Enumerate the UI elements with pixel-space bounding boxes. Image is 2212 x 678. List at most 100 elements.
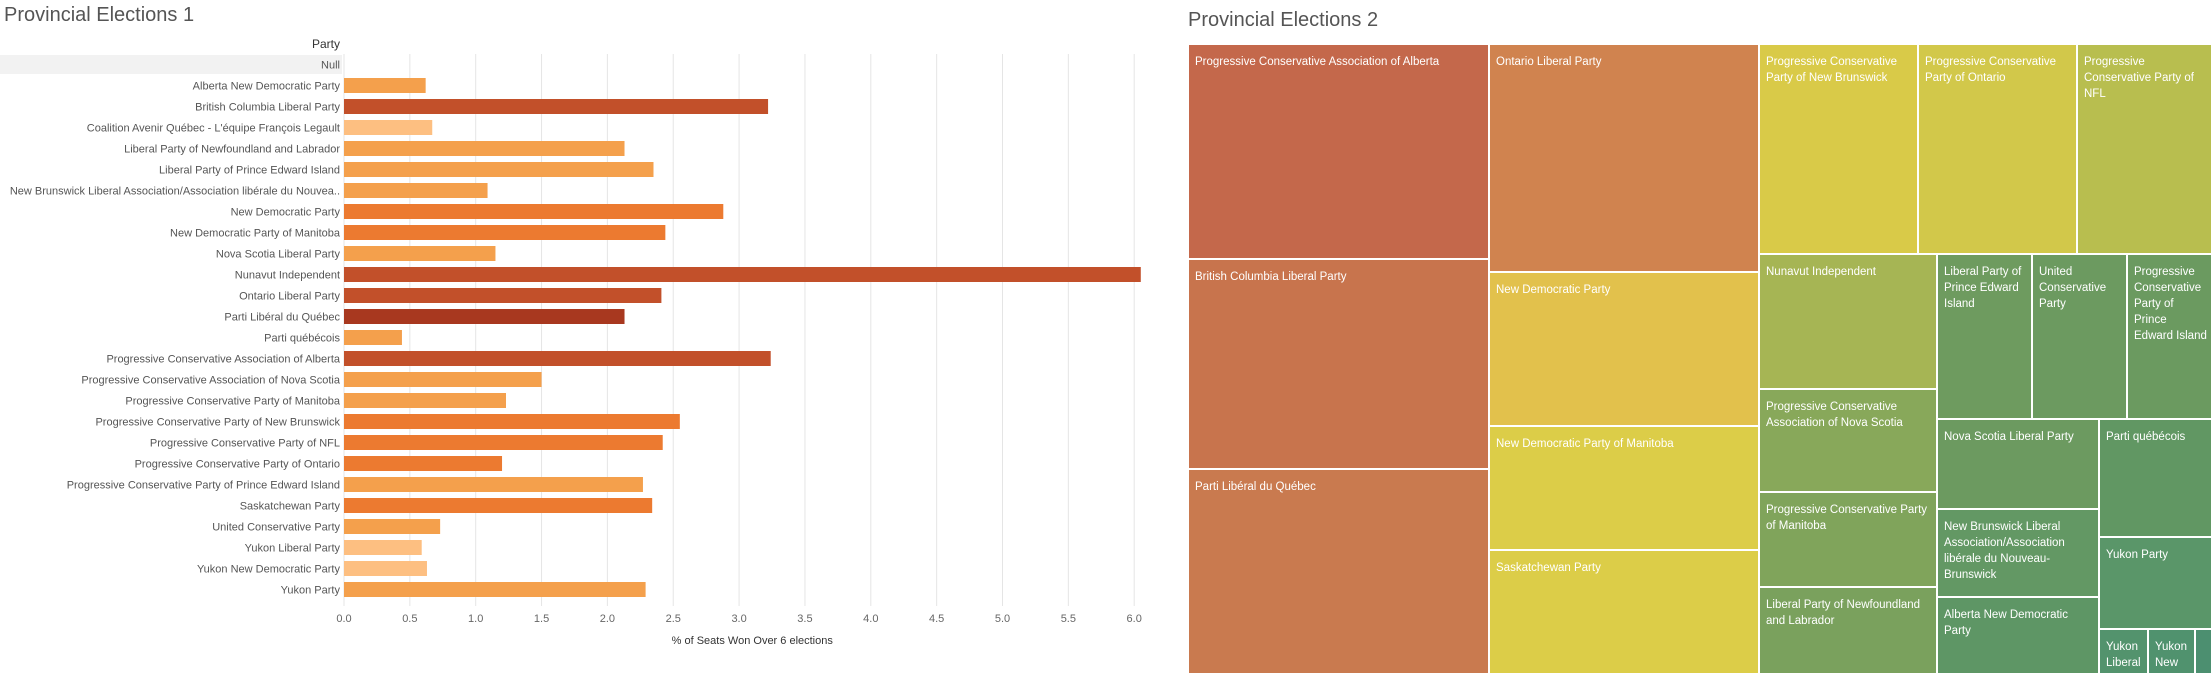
treemap-cell[interactable]: Progressive Conservative Association of … bbox=[1188, 44, 1489, 259]
bar[interactable] bbox=[344, 582, 646, 597]
sheet2-title: Provincial Elections 2 bbox=[1188, 9, 1379, 31]
treemap-cell[interactable]: Progressive Conservative Party of Manito… bbox=[1759, 492, 1937, 587]
bar[interactable] bbox=[344, 561, 427, 576]
bar[interactable] bbox=[344, 477, 643, 492]
category-label: Yukon Liberal Party bbox=[245, 543, 341, 555]
treemap-cell[interactable]: United Conservative Party bbox=[2032, 254, 2127, 419]
category-label: New Brunswick Liberal Association/Associ… bbox=[10, 186, 340, 198]
bar[interactable] bbox=[344, 414, 680, 429]
bar[interactable] bbox=[344, 141, 625, 156]
treemap-cell[interactable]: New Brunswick Liberal Association/Associ… bbox=[1937, 509, 2099, 597]
x-tick-label: 1.0 bbox=[468, 613, 483, 625]
treemap-cell[interactable]: Parti québécois bbox=[2099, 419, 2212, 537]
treemap-cell[interactable]: Yukon New bbox=[2148, 629, 2195, 674]
treemap-cell-label: Nunavut Independent bbox=[1766, 266, 1876, 278]
category-label: Liberal Party of Newfoundland and Labrad… bbox=[124, 144, 340, 156]
x-tick-label: 4.5 bbox=[929, 613, 944, 625]
treemap-chart[interactable]: Progressive Conservative Association of … bbox=[1188, 44, 2212, 674]
x-tick-label: 5.0 bbox=[995, 613, 1010, 625]
bar[interactable] bbox=[344, 393, 506, 408]
bar[interactable] bbox=[344, 540, 422, 555]
x-axis-title: % of Seats Won Over 6 elections bbox=[672, 635, 834, 644]
treemap-cell-label: Progressive Conservative Party of Ontari… bbox=[1925, 56, 2057, 84]
bar[interactable] bbox=[344, 246, 496, 261]
bar[interactable] bbox=[344, 456, 503, 471]
category-label: Progressive Conservative Association of … bbox=[106, 354, 340, 366]
x-tick-label: 6.0 bbox=[1127, 613, 1142, 625]
bar[interactable] bbox=[344, 309, 625, 324]
bar[interactable] bbox=[344, 351, 771, 366]
bar[interactable] bbox=[344, 288, 662, 303]
treemap-cell[interactable]: Saskatchewan Party bbox=[1489, 550, 1759, 674]
treemap-cell[interactable]: Liberal Party of Newfoundland and Labrad… bbox=[1759, 587, 1937, 674]
row-header-label: Party bbox=[312, 37, 340, 51]
treemap-cell[interactable]: British Columbia Liberal Party bbox=[1188, 259, 1489, 469]
treemap-cell[interactable]: New Democratic Party of Manitoba bbox=[1489, 426, 1759, 550]
treemap-cell-label: Progressive Conservative Party of Prince… bbox=[2134, 266, 2207, 342]
bar[interactable] bbox=[344, 519, 441, 534]
treemap-cell-label: Liberal Party of Prince Edward Island bbox=[1944, 266, 2022, 310]
category-label: Yukon New Democratic Party bbox=[197, 564, 341, 576]
treemap-cell[interactable]: Nova Scotia Liberal Party bbox=[1937, 419, 2099, 509]
treemap-cell-label: New Brunswick Liberal Association/Associ… bbox=[1944, 521, 2065, 581]
x-tick-label: 0.0 bbox=[336, 613, 351, 625]
category-label: Nova Scotia Liberal Party bbox=[216, 249, 341, 261]
category-label: Ontario Liberal Party bbox=[239, 291, 340, 303]
treemap-cell[interactable]: New Democratic Party bbox=[1489, 272, 1759, 426]
category-label: Progressive Conservative Party of Prince… bbox=[67, 480, 340, 492]
treemap-cell[interactable]: Liberal Party of Prince Edward Island bbox=[1937, 254, 2032, 419]
category-label: Parti québécois bbox=[264, 333, 340, 345]
bar[interactable] bbox=[344, 225, 666, 240]
bar[interactable] bbox=[344, 120, 433, 135]
treemap-cell-label: Ontario Liberal Party bbox=[1496, 56, 1602, 68]
treemap-cell[interactable]: Progressive Conservative Association of … bbox=[1759, 389, 1937, 492]
treemap-cell-label: Progressive Conservative Party of NFL bbox=[2084, 56, 2194, 100]
bar[interactable] bbox=[344, 435, 663, 450]
bar[interactable] bbox=[344, 498, 653, 513]
treemap-cell[interactable]: Yukon Liberal bbox=[2099, 629, 2148, 674]
treemap-cell[interactable]: Progressive Conservative Party of NFL bbox=[2077, 44, 2212, 254]
treemap-cell-label: Parti Libéral du Québec bbox=[1195, 481, 1316, 493]
treemap-cell-label: United Conservative Party bbox=[2039, 266, 2107, 310]
x-tick-label: 0.5 bbox=[402, 613, 417, 625]
x-tick-label: 2.5 bbox=[666, 613, 681, 625]
bar-chart[interactable]: 0.0 0.5 1.0 1.5 2.0 2.5 3.0 3.5 4.0 4.5 5.0 5.5 6.0 P… bbox=[0, 34, 1175, 644]
x-tick-label: 5.5 bbox=[1061, 613, 1076, 625]
category-label: Alberta New Democratic Party bbox=[193, 81, 341, 93]
bar[interactable] bbox=[344, 78, 426, 93]
x-tick-label: 4.0 bbox=[863, 613, 878, 625]
treemap-cell-label: Yukon Party bbox=[2106, 549, 2169, 561]
treemap-cell-label: Nova Scotia Liberal Party bbox=[1944, 431, 2074, 443]
category-label: New Democratic Party of Manitoba bbox=[170, 228, 341, 240]
bar[interactable] bbox=[344, 330, 402, 345]
treemap-cell[interactable]: Progressive Conservative Party of New Br… bbox=[1759, 44, 1918, 254]
treemap-cell[interactable]: Progressive Conservative Party of Prince… bbox=[2127, 254, 2212, 419]
bar[interactable] bbox=[344, 99, 769, 114]
treemap-cell[interactable]: Yukon Party bbox=[2099, 537, 2212, 629]
treemap-cell-label: Progressive Conservative Party of New Br… bbox=[1766, 56, 1898, 84]
treemap-cell[interactable]: Progressive Conservative Party of Ontari… bbox=[1918, 44, 2077, 254]
treemap-cell-label: Progressive Conservative Association of … bbox=[1195, 56, 1440, 68]
treemap-cell[interactable]: Nunavut Independent bbox=[1759, 254, 1937, 389]
category-label: Nunavut Independent bbox=[235, 270, 340, 282]
treemap-cell-label: Liberal Party of Newfoundland and Labrad… bbox=[1766, 599, 1921, 627]
category-label: Progressive Conservative Party of Ontari… bbox=[135, 459, 340, 471]
treemap-cell[interactable]: Alberta New Democratic Party bbox=[1937, 597, 2099, 674]
bar[interactable] bbox=[344, 183, 488, 198]
treemap-cell-label: New Democratic Party of Manitoba bbox=[1496, 438, 1674, 450]
treemap-cell-label: Yukon New bbox=[2155, 641, 2187, 669]
category-label: New Democratic Party bbox=[231, 207, 341, 219]
treemap-cell[interactable] bbox=[2195, 629, 2212, 674]
bar[interactable] bbox=[344, 162, 654, 177]
bar[interactable] bbox=[344, 204, 724, 219]
bar[interactable] bbox=[344, 372, 542, 387]
x-tick-label: 2.0 bbox=[600, 613, 615, 625]
treemap-cell-label: British Columbia Liberal Party bbox=[1195, 271, 1347, 283]
treemap-cell[interactable]: Parti Libéral du Québec bbox=[1188, 469, 1489, 674]
treemap-cell-label: New Democratic Party bbox=[1496, 284, 1611, 296]
bar[interactable] bbox=[344, 267, 1141, 282]
treemap-cell[interactable]: Ontario Liberal Party bbox=[1489, 44, 1759, 272]
x-tick-label: 3.0 bbox=[731, 613, 746, 625]
treemap-cell-label bbox=[2196, 630, 2211, 639]
category-label: Coalition Avenir Québec - L'équipe Franç… bbox=[87, 123, 340, 135]
